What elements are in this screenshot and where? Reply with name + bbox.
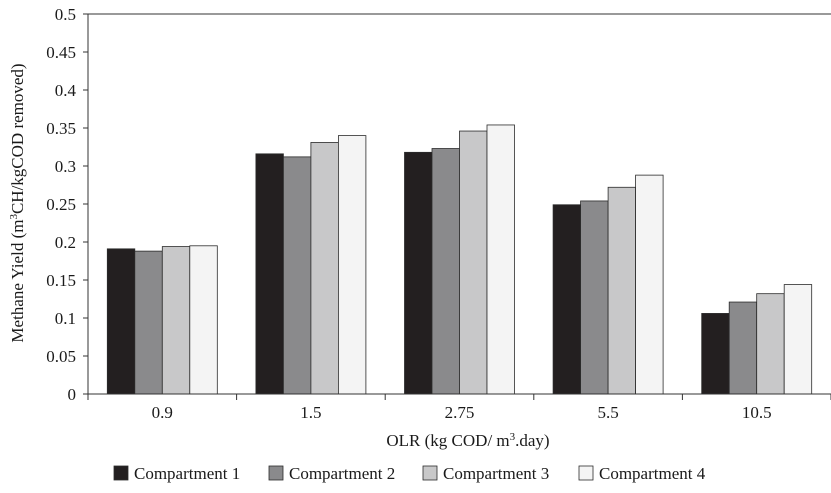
bar-compartment-4-olr-0_9 (189, 245, 218, 395)
y-tick-label: 0.2 (55, 233, 76, 252)
x-tick-labels: 0.9 1.5 2.75 5.5 10.5 (152, 403, 772, 422)
x-tick-label: 10.5 (742, 403, 772, 422)
y-axis-title-start: Methane Yield (m (8, 220, 27, 343)
legend-label-compartment-3: Compartment 3 (443, 464, 549, 483)
legend-label-compartment-1: Compartment 1 (134, 464, 240, 483)
legend-label-compartment-2: Compartment 2 (289, 464, 395, 483)
legend: Compartment 1 Compartment 2 Compartment 3 C… (113, 464, 706, 483)
legend-swatch-compartment-4 (578, 465, 594, 481)
y-tick-label: 0.25 (46, 195, 76, 214)
bar-compartment-1-olr-2_75 (404, 151, 433, 395)
bar-compartment-3-olr-5_5 (607, 186, 636, 395)
bar-compartment-1-olr-0_9 (106, 248, 136, 395)
legend-swatch-compartment-1 (113, 465, 129, 481)
legend-swatch-compartment-2 (268, 465, 284, 481)
y-tick-labels: 0 0.05 0.1 0.15 0.2 0.25 0.3 0.35 0.4 0.45 0.5 (46, 5, 76, 404)
axes-layer (83, 13, 831, 400)
bar-compartment-3-olr-1_5 (310, 142, 339, 395)
bar-compartment-4-olr-10_5 (783, 284, 813, 395)
bar-compartment-3-olr-2_75 (459, 130, 488, 395)
y-tick-label: 0.05 (46, 347, 76, 366)
legend-label-compartment-4: Compartment 4 (599, 464, 706, 483)
x-axis-title-start: OLR (kg COD/ m (386, 431, 509, 450)
x-axis-title-end: .day) (515, 431, 549, 450)
x-axis-title-superscript: 3 (510, 431, 516, 443)
bar-compartment-3-olr-10_5 (756, 293, 785, 395)
y-tick-label: 0.5 (55, 5, 76, 24)
bar-compartment-1-olr-5_5 (552, 204, 581, 395)
bar-compartment-1-olr-10_5 (701, 313, 730, 395)
x-tick-label: 5.5 (597, 403, 618, 422)
bar-compartment-4-olr-2_75 (486, 124, 515, 395)
bar-compartment-2-olr-0_9 (134, 250, 163, 395)
bar-compartment-4-olr-5_5 (635, 174, 664, 395)
legend-swatch-compartment-3 (422, 465, 438, 481)
y-tick-label: 0.35 (46, 119, 76, 138)
x-tick-label: 1.5 (300, 403, 321, 422)
bar-compartment-2-olr-10_5 (728, 301, 758, 395)
x-axis-title: OLR (kg COD/ m3.day) (386, 431, 549, 450)
x-tick-label: 0.9 (152, 403, 173, 422)
bar-compartment-4-olr-1_5 (337, 135, 367, 395)
y-tick-label: 0.15 (46, 271, 76, 290)
bars-layer (106, 124, 813, 395)
y-tick-label: 0 (68, 385, 77, 404)
y-axis-title-end: CH/kgCOD removed) (8, 63, 27, 214)
bar-compartment-1-olr-1_5 (255, 153, 284, 395)
y-tick-label: 0.3 (55, 157, 76, 176)
bar-compartment-3-olr-0_9 (161, 246, 191, 395)
x-tick-label: 2.75 (445, 403, 475, 422)
y-tick-label: 0.1 (55, 309, 76, 328)
bar-compartment-2-olr-1_5 (282, 156, 312, 395)
y-tick-label: 0.4 (55, 81, 77, 100)
bar-compartment-2-olr-5_5 (580, 200, 609, 395)
y-tick-label: 0.45 (46, 43, 76, 62)
y-axis-title: Methane Yield (m3CH/kgCOD removed) (8, 63, 27, 342)
y-axis-title-superscript: 3 (8, 214, 20, 220)
bar-compartment-2-olr-2_75 (431, 148, 460, 395)
